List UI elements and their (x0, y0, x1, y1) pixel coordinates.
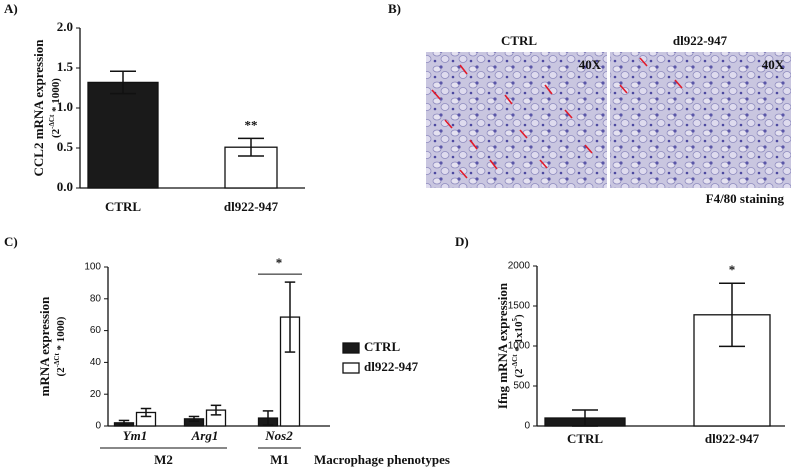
y-tick-label: 1000 (508, 341, 531, 352)
error-bar (210, 404, 222, 416)
unit-part: (2 (513, 368, 525, 378)
x-tick-label: CTRL (567, 431, 603, 446)
error-bar (118, 419, 130, 426)
group-label: M2 (154, 452, 173, 467)
significance: ** (245, 117, 258, 132)
unit-part: -ΔCt (48, 114, 56, 129)
legend-label: dl922-947 (364, 359, 419, 374)
y-axis-title: mRNA expression (37, 296, 52, 397)
unit-part: (2 (50, 128, 62, 138)
x-tick-label: dl922-947 (705, 431, 760, 446)
panel-label: B) (388, 1, 401, 16)
error-bar (188, 415, 200, 422)
y-tick-label: 0 (95, 421, 101, 432)
y-tick-label: 0 (524, 421, 530, 432)
legend-swatch (342, 342, 360, 354)
x-tick-label: dl922-947 (224, 199, 279, 214)
micrograph (610, 52, 791, 188)
y-tick-label: 2.0 (57, 19, 73, 34)
x-tick-label: Nos2 (264, 428, 293, 443)
error-bar (719, 282, 745, 348)
y-tick-label: 40 (90, 357, 102, 368)
y-tick-label: 20 (90, 389, 102, 400)
y-axis-unit: (2-ΔCt * 1x105) (511, 314, 525, 378)
error-bar (238, 137, 264, 157)
error-bar (572, 409, 598, 427)
y-tick-label: 1500 (508, 301, 531, 312)
y-axis-unit: (2-ΔCt * 1000) (53, 316, 67, 376)
image-title: dl922-947 (673, 33, 728, 48)
y-axis-title: Ifng mRNA expression (495, 282, 510, 409)
unit-part: ) (513, 314, 525, 318)
significance: * (276, 255, 283, 270)
significance: * (729, 262, 736, 277)
image-title: CTRL (501, 33, 537, 48)
legend-label: CTRL (364, 339, 400, 354)
unit-part: -ΔCt (511, 354, 519, 369)
panel-label: D) (455, 234, 469, 249)
x-axis-title: Macrophage phenotypes (314, 452, 450, 467)
y-tick-label: 500 (513, 381, 530, 392)
arrows (431, 57, 683, 179)
unit-part: * 1x10 (513, 321, 525, 355)
y-tick-label: 0.0 (57, 179, 73, 194)
legend-swatch (342, 362, 360, 374)
x-tick-label: Ym1 (123, 428, 148, 443)
y-tick-label: 1.5 (57, 59, 74, 74)
error-bar (284, 281, 296, 353)
y-tick-label: 60 (90, 325, 102, 336)
unit-part: -ΔCt (53, 353, 61, 368)
unit-part: * 1000) (50, 78, 62, 115)
unit-part: * 1000) (55, 316, 67, 353)
y-tick-label: 100 (84, 262, 101, 273)
x-tick-label: Arg1 (191, 428, 219, 443)
y-tick-label: 80 (90, 293, 102, 304)
magnification: 40X (762, 57, 785, 72)
caption: F4/80 staining (706, 191, 785, 206)
micrograph (426, 52, 607, 188)
error-bar (110, 70, 136, 95)
x-tick-label: CTRL (105, 199, 141, 214)
y-tick-label: 1.0 (57, 99, 73, 114)
group-label: M1 (270, 452, 289, 467)
magnification: 40X (579, 57, 602, 72)
unit-part: (2 (55, 367, 67, 377)
error-bar (262, 410, 274, 426)
y-axis-title: CCL2 mRNA expression (31, 39, 46, 177)
panel-label: C) (4, 234, 18, 249)
y-tick-label: 2000 (508, 261, 531, 272)
y-tick-label: 0.5 (57, 139, 74, 154)
error-bar (140, 407, 152, 418)
unit-part: 5 (511, 317, 519, 321)
bar (87, 81, 159, 189)
y-axis-unit: (2-ΔCt * 1000) (48, 78, 62, 138)
panel-label: A) (4, 1, 18, 16)
